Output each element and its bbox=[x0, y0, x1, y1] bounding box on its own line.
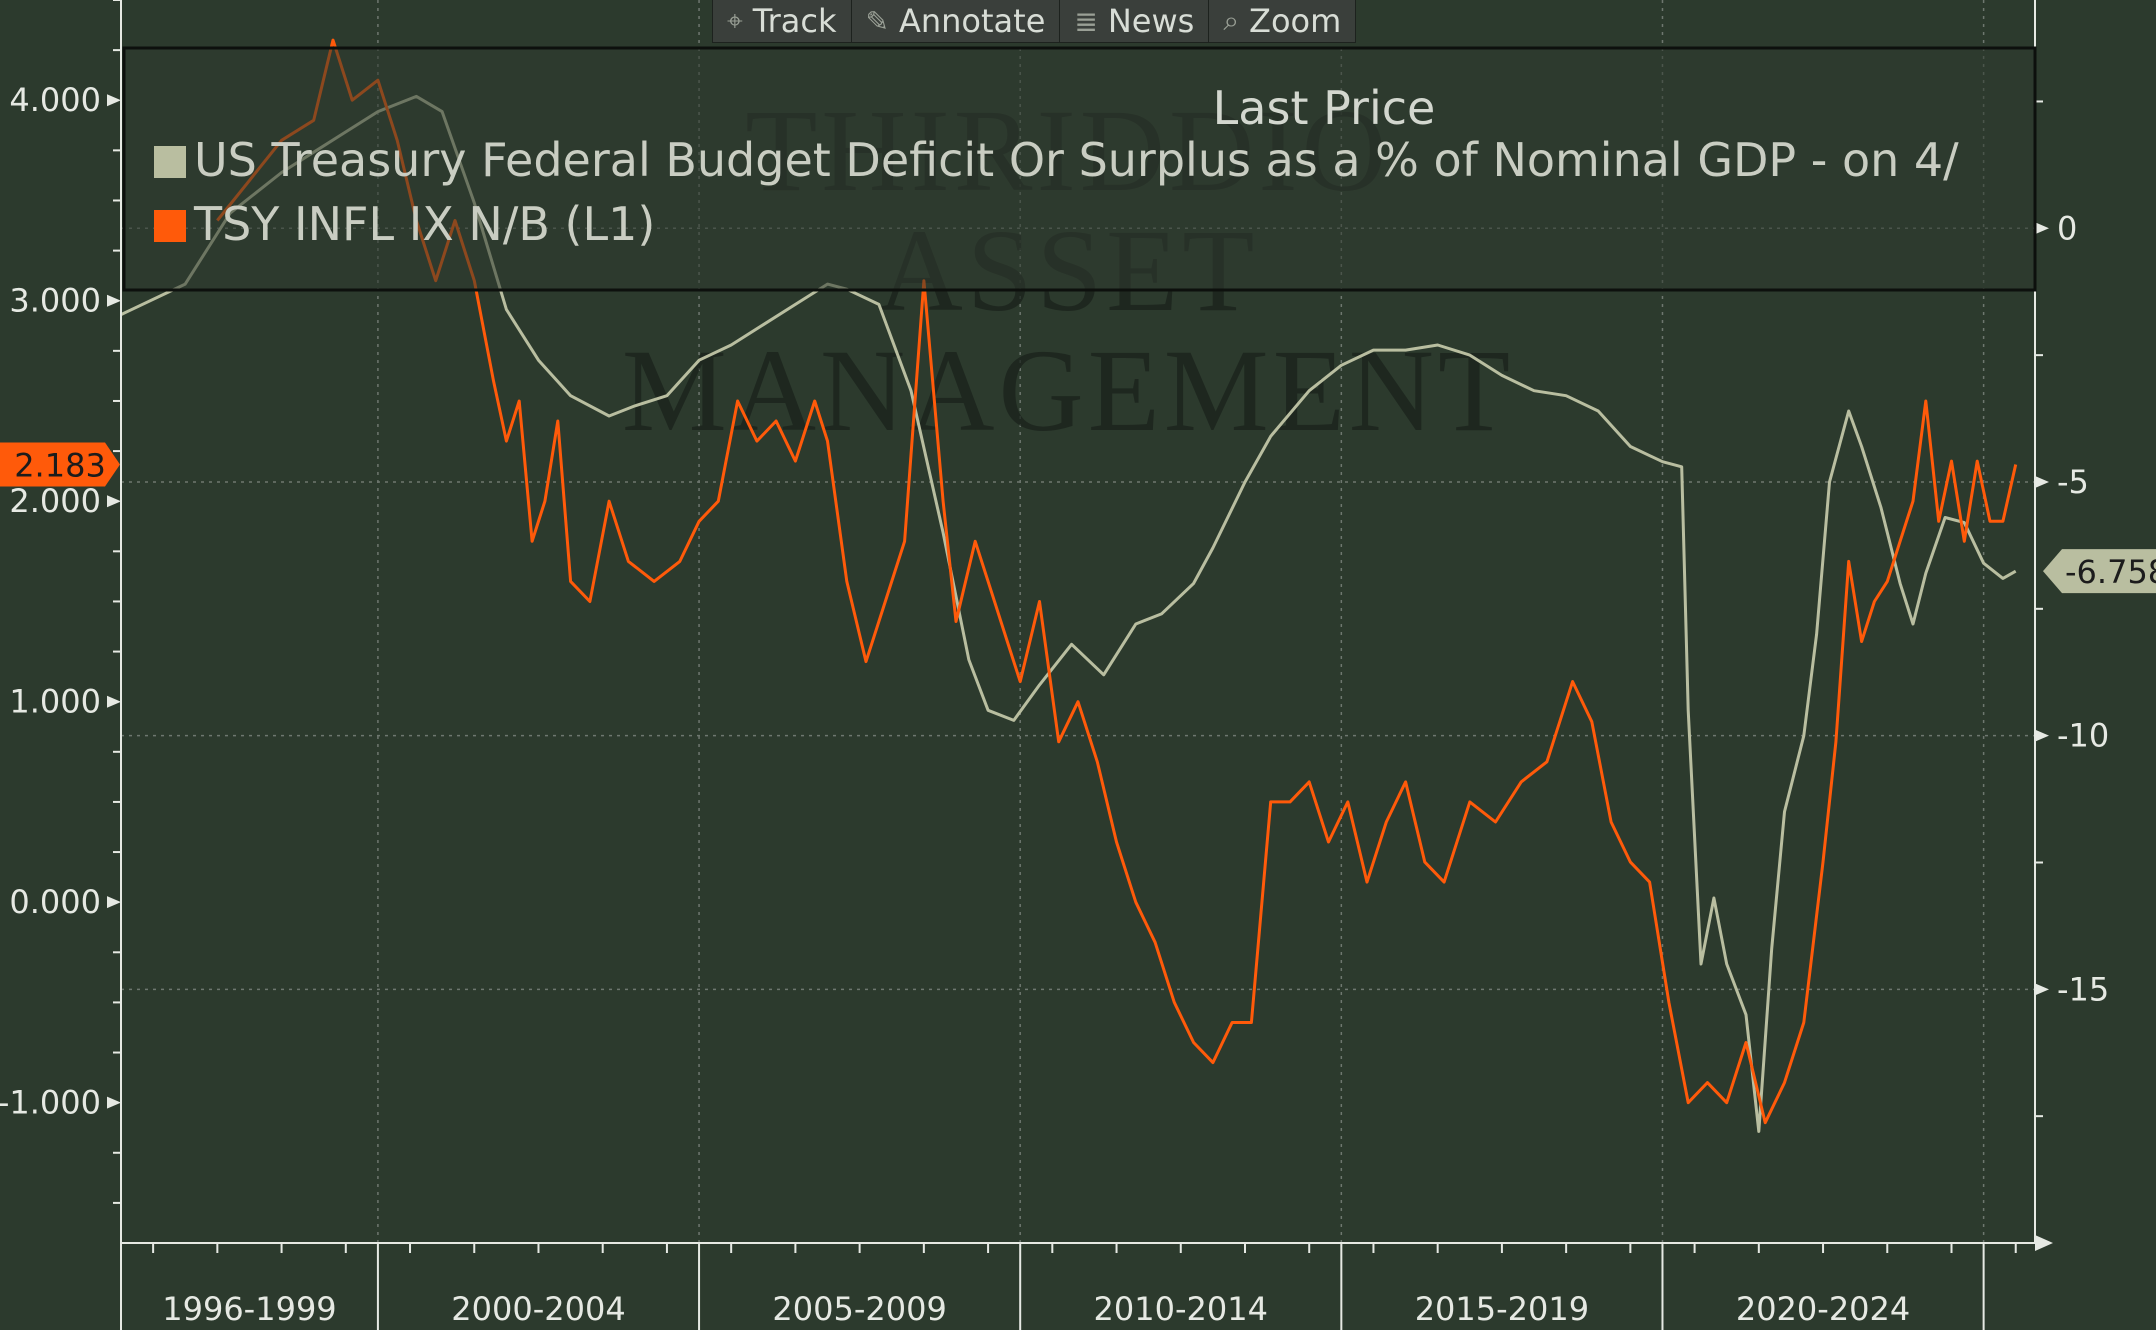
right-last-value-label: -6.758 bbox=[2065, 553, 2156, 591]
right-tick bbox=[2035, 983, 2049, 996]
legend-label-deficit: US Treasury Federal Budget Deficit Or Su… bbox=[194, 133, 1959, 187]
bottom-tick-label: 2015-2019 bbox=[1415, 1290, 1589, 1328]
left-tick-label: 4.000 bbox=[9, 81, 101, 119]
legend-box bbox=[122, 46, 2037, 292]
left-tick-label: 3.000 bbox=[9, 282, 101, 320]
magnifier-icon: ⌕ bbox=[1223, 4, 1240, 37]
legend-swatch-deficit bbox=[154, 146, 186, 178]
right-last-value-tag bbox=[2043, 549, 2156, 594]
news-icon: ≣ bbox=[1074, 4, 1098, 38]
annotate-button[interactable]: ✎ Annotate bbox=[852, 0, 1061, 42]
left-tick bbox=[107, 1096, 121, 1109]
annotate-label: Annotate bbox=[898, 2, 1046, 40]
left-tick bbox=[107, 294, 121, 307]
chart-toolbar: ⌖ Track ✎ Annotate ≣ News ⌕ Zoom bbox=[712, 0, 1357, 43]
deficit-series-line bbox=[120, 94, 2017, 1133]
left-last-value-tag bbox=[0, 442, 120, 487]
right-tick-label: -10 bbox=[2057, 717, 2109, 755]
legend-swatch-tips bbox=[154, 210, 186, 242]
news-button[interactable]: ≣ News bbox=[1060, 0, 1210, 42]
left-tick bbox=[107, 495, 121, 508]
crosshair-icon: ⌖ bbox=[727, 4, 743, 37]
left-tick-label: 0.000 bbox=[9, 883, 101, 921]
right-axis-arrow bbox=[2035, 1235, 2053, 1251]
pencil-icon: ✎ bbox=[865, 4, 889, 38]
legend-label-tips: TSY INFL IX N/B (L1) bbox=[193, 197, 655, 251]
bottom-tick-label: 1996-1999 bbox=[162, 1290, 336, 1328]
right-tick bbox=[2035, 729, 2049, 742]
left-last-value-label: 2.183 bbox=[14, 447, 106, 485]
right-tick-label: -15 bbox=[2057, 970, 2109, 1008]
left-tick-label: -1.000 bbox=[0, 1084, 101, 1122]
track-label: Track bbox=[752, 2, 837, 40]
bottom-tick-label: 2005-2009 bbox=[772, 1290, 946, 1328]
series-layer bbox=[120, 38, 2018, 1133]
left-tick-label: 2.000 bbox=[9, 482, 101, 520]
right-tick-label: -5 bbox=[2057, 463, 2089, 501]
news-label: News bbox=[1107, 2, 1195, 40]
tips-series-line bbox=[216, 38, 2018, 1125]
track-button[interactable]: ⌖ Track bbox=[713, 0, 852, 42]
right-tick bbox=[2035, 222, 2049, 235]
left-tick bbox=[107, 896, 121, 909]
bottom-tick-label: 2010-2014 bbox=[1094, 1290, 1268, 1328]
legend-title: Last Price bbox=[1213, 81, 1436, 135]
bottom-tick-label: 2020-2024 bbox=[1736, 1290, 1910, 1328]
right-tick-label: 0 bbox=[2057, 209, 2077, 247]
zoom-button[interactable]: ⌕ Zoom bbox=[1209, 0, 1355, 42]
zoom-label: Zoom bbox=[1249, 2, 1342, 40]
left-tick bbox=[107, 695, 121, 708]
left-tick bbox=[107, 94, 121, 107]
bottom-tick-label: 2000-2004 bbox=[451, 1290, 625, 1328]
watermark-line: MANAGEMENT bbox=[622, 325, 1514, 456]
left-tick-label: 1.000 bbox=[9, 683, 101, 721]
right-tick bbox=[2035, 475, 2049, 488]
